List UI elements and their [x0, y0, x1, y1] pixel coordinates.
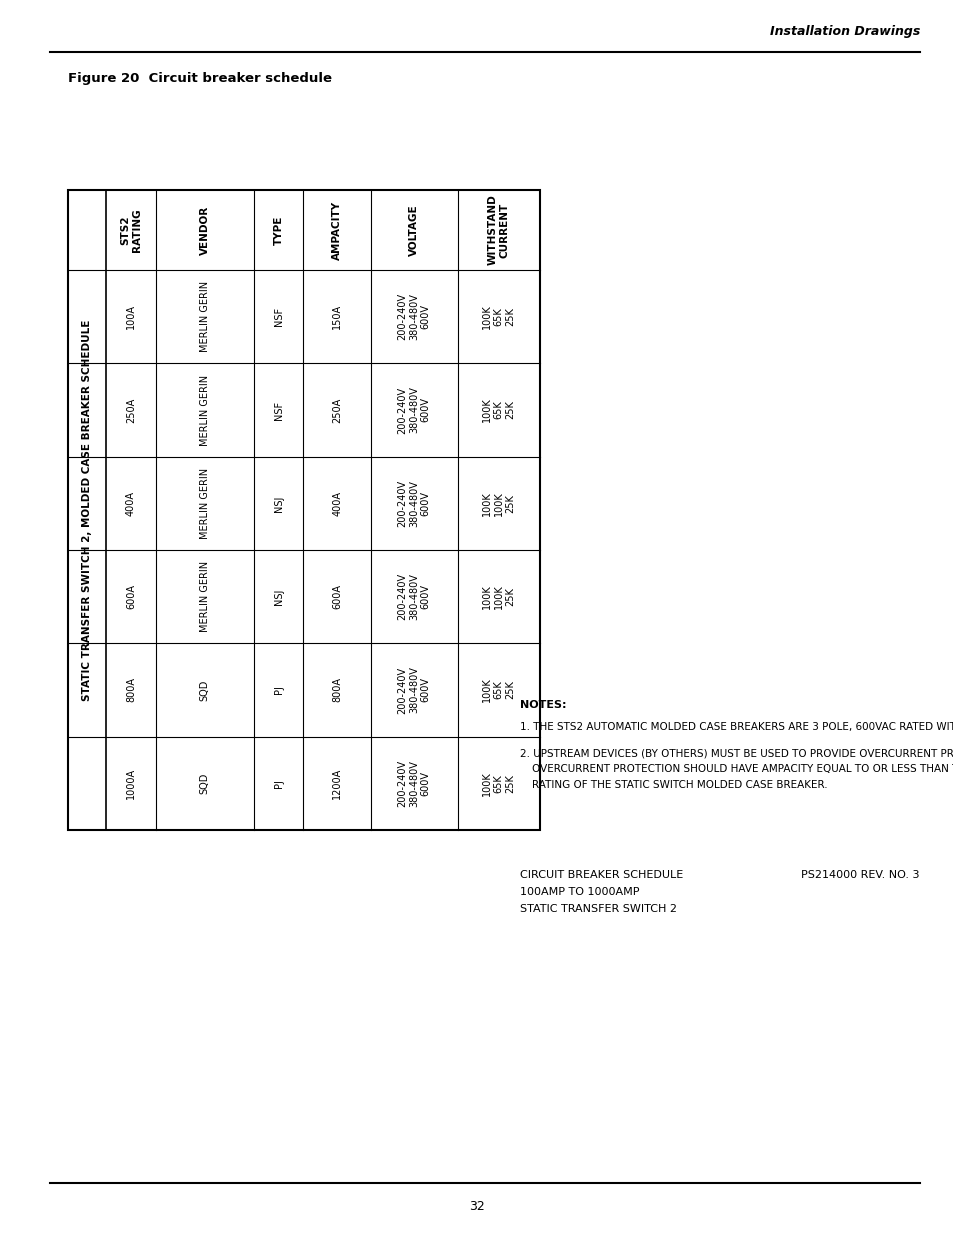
- Text: 1200A: 1200A: [332, 768, 342, 799]
- Text: MERLIN GERIN: MERLIN GERIN: [199, 468, 210, 538]
- Text: 200-240V
380-480V
600V: 200-240V 380-480V 600V: [397, 573, 431, 620]
- Bar: [68, 190, 539, 830]
- Text: 200-240V
380-480V
600V: 200-240V 380-480V 600V: [397, 479, 431, 527]
- Text: 200-240V
380-480V
600V: 200-240V 380-480V 600V: [397, 293, 431, 340]
- Text: 150A: 150A: [332, 304, 342, 330]
- Text: MERLIN GERIN: MERLIN GERIN: [199, 282, 210, 352]
- Text: STATIC TRANSFER SWITCH 2: STATIC TRANSFER SWITCH 2: [519, 904, 677, 914]
- Text: PJ: PJ: [274, 779, 283, 788]
- Text: 100AMP TO 1000AMP: 100AMP TO 1000AMP: [519, 887, 639, 897]
- Text: 32: 32: [469, 1200, 484, 1213]
- Text: 600A: 600A: [126, 584, 136, 609]
- Text: RATING OF THE STATIC SWITCH MOLDED CASE BREAKER.: RATING OF THE STATIC SWITCH MOLDED CASE …: [532, 781, 827, 790]
- Text: STS2
RATING: STS2 RATING: [120, 209, 142, 252]
- Text: STATIC TRANSFER SWITCH 2, MOLDED CASE BREAKER SCHEDULE: STATIC TRANSFER SWITCH 2, MOLDED CASE BR…: [82, 320, 91, 700]
- Text: 2. UPSTREAM DEVICES (BY OTHERS) MUST BE USED TO PROVIDE OVERCURRENT PROTECTION. : 2. UPSTREAM DEVICES (BY OTHERS) MUST BE …: [519, 748, 953, 758]
- Text: PS214000 REV. NO. 3: PS214000 REV. NO. 3: [801, 869, 919, 881]
- Text: MERLIN GERIN: MERLIN GERIN: [199, 561, 210, 632]
- Text: 1000A: 1000A: [126, 768, 136, 799]
- Text: 100K
100K
25K: 100K 100K 25K: [481, 492, 515, 516]
- Text: VOLTAGE: VOLTAGE: [409, 204, 418, 256]
- Text: SQD: SQD: [199, 773, 210, 794]
- Text: 800A: 800A: [332, 678, 342, 703]
- Text: 100K
65K
25K: 100K 65K 25K: [481, 678, 515, 703]
- Text: SQD: SQD: [199, 679, 210, 700]
- Text: VENDOR: VENDOR: [199, 205, 210, 254]
- Text: 250A: 250A: [126, 398, 136, 422]
- Text: AMPACITY: AMPACITY: [332, 200, 342, 259]
- Text: 400A: 400A: [332, 490, 342, 516]
- Text: CIRCUIT BREAKER SCHEDULE: CIRCUIT BREAKER SCHEDULE: [519, 869, 682, 881]
- Text: NOTES:: NOTES:: [519, 700, 566, 710]
- Text: Figure 20  Circuit breaker schedule: Figure 20 Circuit breaker schedule: [68, 72, 332, 85]
- Text: 1. THE STS2 AUTOMATIC MOLDED CASE BREAKERS ARE 3 POLE, 600VAC RATED WITH MAGNETI: 1. THE STS2 AUTOMATIC MOLDED CASE BREAKE…: [519, 722, 953, 732]
- Text: 200-240V
380-480V
600V: 200-240V 380-480V 600V: [397, 760, 431, 806]
- Text: 250A: 250A: [332, 398, 342, 422]
- Text: 100K
65K
25K: 100K 65K 25K: [481, 771, 515, 795]
- Text: 100K
65K
25K: 100K 65K 25K: [481, 304, 515, 329]
- Text: 100K
65K
25K: 100K 65K 25K: [481, 398, 515, 422]
- Text: 200-240V
380-480V
600V: 200-240V 380-480V 600V: [397, 667, 431, 714]
- Text: 100K
100K
25K: 100K 100K 25K: [481, 584, 515, 609]
- Text: 400A: 400A: [126, 490, 136, 516]
- Text: NSF: NSF: [274, 400, 283, 420]
- Text: TYPE: TYPE: [274, 215, 283, 245]
- Text: WITHSTAND
CURRENT: WITHSTAND CURRENT: [487, 195, 509, 266]
- Text: NSJ: NSJ: [274, 495, 283, 511]
- Text: PJ: PJ: [274, 685, 283, 694]
- Text: 200-240V
380-480V
600V: 200-240V 380-480V 600V: [397, 387, 431, 433]
- Text: NSF: NSF: [274, 308, 283, 326]
- Text: 800A: 800A: [126, 678, 136, 703]
- Text: 600A: 600A: [332, 584, 342, 609]
- Text: MERLIN GERIN: MERLIN GERIN: [199, 374, 210, 446]
- Text: OVERCURRENT PROTECTION SHOULD HAVE AMPACITY EQUAL TO OR LESS THAN THE AMPERE: OVERCURRENT PROTECTION SHOULD HAVE AMPAC…: [532, 764, 953, 774]
- Text: 100A: 100A: [126, 304, 136, 330]
- Text: Installation Drawings: Installation Drawings: [769, 26, 919, 38]
- Text: NSJ: NSJ: [274, 589, 283, 605]
